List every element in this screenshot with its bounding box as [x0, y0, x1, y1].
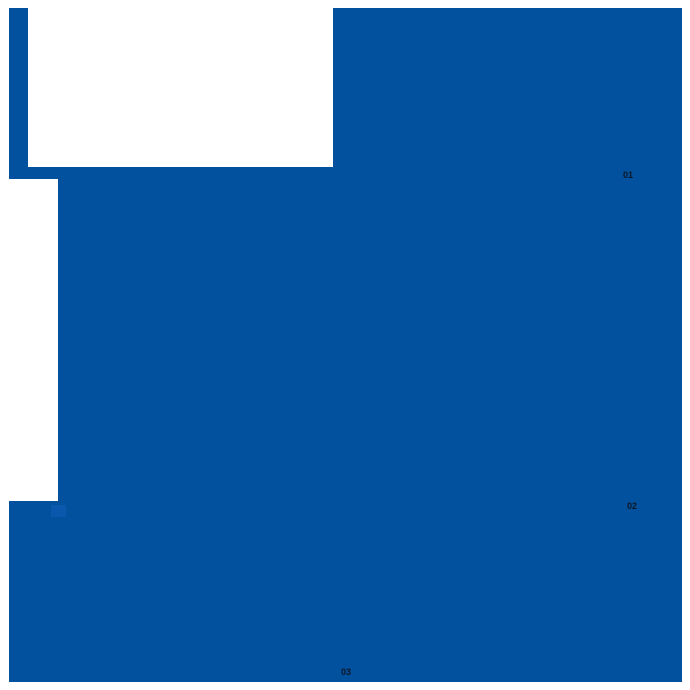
white-panel — [28, 8, 333, 167]
accent-square — [51, 505, 66, 517]
blue-field-connector-band — [9, 167, 682, 179]
blue-field-bottom — [9, 501, 682, 682]
marker-label-02: 02 — [627, 501, 638, 511]
left-gutter-column — [0, 179, 58, 501]
marker-label-03: 03 — [341, 667, 352, 677]
blue-field-top-right — [333, 8, 682, 167]
blue-field-middle — [58, 179, 682, 501]
marker-label-01: 01 — [623, 170, 634, 180]
blue-field-top-bar — [9, 8, 28, 167]
